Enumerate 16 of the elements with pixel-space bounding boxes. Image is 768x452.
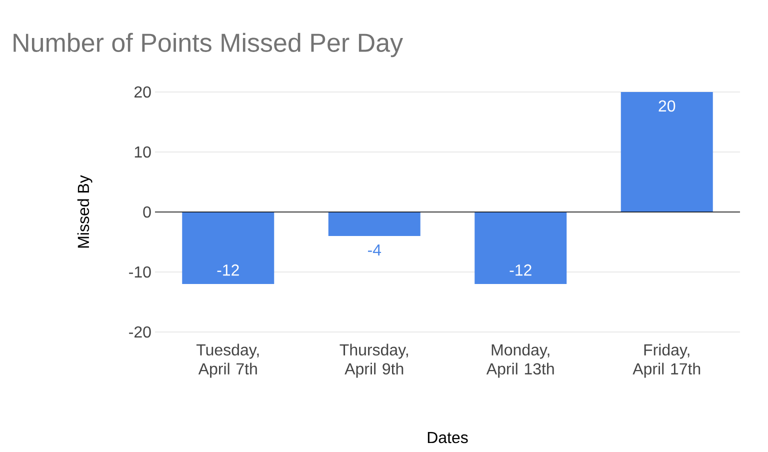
data-label: -12: [217, 264, 239, 276]
x-tick-label: Tuesday, April 7th: [196, 344, 259, 378]
y-axis-title: Missed By: [77, 175, 92, 248]
x-axis-title: Dates: [428, 432, 468, 444]
y-tick-label: -10: [129, 266, 151, 278]
chart-title: Number of Points Missed Per Day: [14, 32, 404, 58]
data-label: -12: [510, 264, 532, 276]
data-label: 20: [658, 100, 676, 112]
y-tick-label: -20: [129, 326, 151, 338]
y-tick-label: 20: [134, 86, 151, 98]
data-label: -4: [368, 244, 382, 256]
y-tick-label: 10: [134, 146, 151, 158]
x-tick-label: Thursday, April 9th: [340, 344, 408, 378]
x-tick-label: Friday, April 17th: [632, 344, 700, 378]
x-tick-label: Monday, April 13th: [486, 344, 554, 378]
y-tick-label: 0: [143, 206, 151, 218]
